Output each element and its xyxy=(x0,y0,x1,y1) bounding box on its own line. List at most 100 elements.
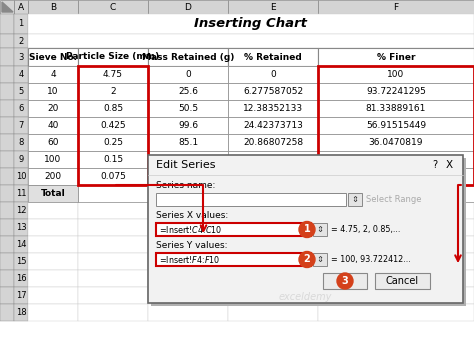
Text: 5: 5 xyxy=(18,87,24,96)
Bar xyxy=(78,134,148,151)
Text: exceldemy: exceldemy xyxy=(279,292,332,302)
Bar xyxy=(148,168,228,185)
Text: OK: OK xyxy=(338,276,352,286)
Bar xyxy=(318,83,474,100)
Text: 60: 60 xyxy=(47,138,59,147)
Text: 56.91515449: 56.91515449 xyxy=(366,121,426,130)
Bar xyxy=(78,48,148,66)
Text: 1: 1 xyxy=(18,19,24,29)
Bar xyxy=(0,83,14,100)
Bar xyxy=(318,66,474,185)
Circle shape xyxy=(299,251,315,268)
Text: E: E xyxy=(270,2,276,11)
Text: 100: 100 xyxy=(387,70,405,79)
Text: X: X xyxy=(446,160,453,170)
Bar xyxy=(14,287,28,304)
Text: 11: 11 xyxy=(16,189,26,198)
Bar xyxy=(318,66,474,83)
Text: Mass Retained (g): Mass Retained (g) xyxy=(142,52,234,62)
Text: Edit Series: Edit Series xyxy=(156,160,216,170)
Bar xyxy=(14,83,28,100)
Bar xyxy=(323,273,367,289)
Text: 16: 16 xyxy=(16,274,27,283)
Text: 18: 18 xyxy=(16,308,27,317)
Text: 7: 7 xyxy=(18,121,24,130)
Text: 4: 4 xyxy=(18,70,24,79)
Bar xyxy=(28,202,78,219)
Bar xyxy=(318,219,474,236)
Text: 0.85: 0.85 xyxy=(103,104,123,113)
Bar xyxy=(28,0,78,14)
Bar xyxy=(228,83,318,100)
Bar xyxy=(0,14,14,34)
Text: 0.25: 0.25 xyxy=(103,138,123,147)
Bar xyxy=(28,270,78,287)
Bar xyxy=(78,287,148,304)
Bar xyxy=(78,66,148,83)
Text: 96: 96 xyxy=(182,155,194,164)
Bar xyxy=(78,236,148,253)
Bar xyxy=(78,117,148,134)
Bar xyxy=(78,66,148,185)
Bar xyxy=(0,287,14,304)
Bar xyxy=(228,117,318,134)
Bar xyxy=(228,219,318,236)
Bar xyxy=(228,100,318,117)
Bar xyxy=(148,151,228,168)
Bar xyxy=(318,185,474,202)
Bar xyxy=(228,66,318,83)
Bar xyxy=(156,193,346,206)
Bar xyxy=(318,236,474,253)
Text: Series X values:: Series X values: xyxy=(156,211,228,220)
Bar xyxy=(14,304,28,321)
Text: =Insert!$F$4:$F$10: =Insert!$F$4:$F$10 xyxy=(159,254,220,265)
Text: = 4.75, 2, 0.85,...: = 4.75, 2, 0.85,... xyxy=(331,225,401,234)
Text: 81.33889161: 81.33889161 xyxy=(366,104,426,113)
Bar xyxy=(78,134,148,151)
Bar xyxy=(78,270,148,287)
Bar xyxy=(148,66,228,83)
Bar xyxy=(0,304,14,321)
Text: 10: 10 xyxy=(47,87,59,96)
Text: 2: 2 xyxy=(110,87,116,96)
Bar xyxy=(228,304,318,321)
Bar xyxy=(78,168,148,185)
Bar xyxy=(78,83,148,100)
Bar xyxy=(78,117,148,134)
Bar xyxy=(78,100,148,117)
Text: Cancel: Cancel xyxy=(386,276,419,286)
Bar xyxy=(228,151,318,168)
Text: 15: 15 xyxy=(16,257,26,266)
Bar xyxy=(228,185,318,202)
Bar xyxy=(14,0,28,14)
Bar xyxy=(14,185,28,202)
Bar xyxy=(148,48,228,66)
Text: 6.277587052: 6.277587052 xyxy=(243,87,303,96)
Text: 99.6: 99.6 xyxy=(178,121,198,130)
Bar xyxy=(28,100,78,117)
Text: 14: 14 xyxy=(16,240,26,249)
Bar xyxy=(28,48,78,66)
Bar xyxy=(148,66,228,83)
Bar xyxy=(28,34,474,48)
Text: 85.1: 85.1 xyxy=(178,138,198,147)
Text: 10: 10 xyxy=(16,172,26,181)
Bar xyxy=(14,151,28,168)
Bar xyxy=(78,253,148,270)
Text: 0: 0 xyxy=(270,70,276,79)
Bar xyxy=(0,134,14,151)
Text: 3: 3 xyxy=(342,276,348,286)
Text: 93.72241295: 93.72241295 xyxy=(366,87,426,96)
Bar xyxy=(318,117,474,134)
Text: Particle Size (mm): Particle Size (mm) xyxy=(66,52,160,62)
Circle shape xyxy=(337,273,353,289)
Text: 13: 13 xyxy=(16,223,27,232)
Text: 1: 1 xyxy=(304,224,310,234)
Text: 8: 8 xyxy=(18,138,24,147)
Bar xyxy=(148,236,228,253)
Bar xyxy=(318,0,474,14)
Text: Series name:: Series name: xyxy=(156,181,215,190)
Bar xyxy=(28,117,78,134)
Bar xyxy=(228,0,318,14)
Bar xyxy=(318,100,474,117)
